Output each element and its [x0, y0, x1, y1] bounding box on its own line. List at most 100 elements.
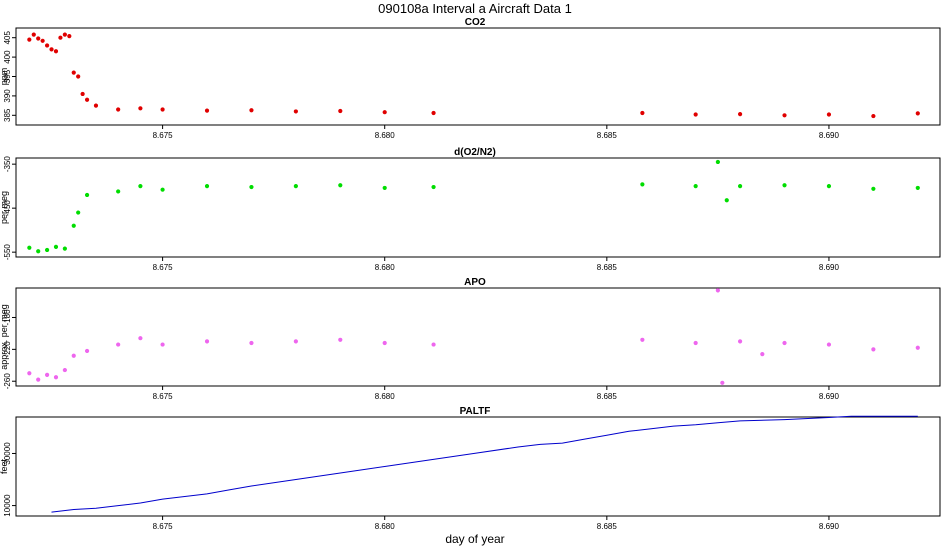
data-point — [431, 342, 436, 347]
panels: CO2 ppm 8.675 8.680 8.685 8.690 385 390 395 400 40… — [0, 17, 941, 531]
x-tick-label: 8.680 — [375, 263, 396, 272]
y-tick-label: 385 — [3, 108, 12, 122]
data-point — [80, 91, 85, 97]
data-point — [62, 367, 67, 373]
data-point — [782, 113, 787, 118]
x-tick-label: 8.685 — [597, 392, 618, 401]
data-point — [338, 337, 343, 342]
data-point — [40, 38, 45, 43]
data-point — [44, 43, 50, 48]
y-tick-label: -220 — [3, 341, 12, 358]
data-point — [71, 353, 76, 358]
y-tick-label: 30000 — [3, 442, 12, 465]
data-point — [293, 184, 298, 189]
data-point — [31, 32, 36, 37]
data-point — [693, 112, 698, 117]
data-point — [871, 113, 876, 119]
x-tick-label: 8.675 — [153, 131, 174, 140]
x-tick-label: 8.690 — [819, 263, 840, 272]
data-point — [431, 184, 436, 190]
data-point — [715, 159, 720, 165]
data-point — [382, 185, 387, 191]
data-point — [76, 210, 81, 215]
data-point — [826, 184, 832, 189]
data-point — [138, 336, 143, 341]
data-point — [160, 107, 165, 112]
data-point — [871, 347, 876, 352]
data-point — [724, 198, 729, 203]
data-point — [58, 35, 63, 40]
figure-title: 090108a Interval a Aircraft Data 1 — [378, 1, 572, 16]
data-point — [871, 186, 876, 191]
data-point — [116, 107, 121, 112]
x-tick-label: 8.675 — [153, 522, 174, 531]
data-point — [138, 106, 143, 111]
data-point — [760, 352, 765, 357]
data-point — [640, 337, 645, 342]
x-tick-label: 8.690 — [819, 522, 840, 531]
data-point — [27, 245, 32, 250]
plot-frame — [15, 157, 941, 258]
data-point — [138, 184, 143, 189]
y-axis-label: per meg — [0, 191, 9, 224]
data-point — [116, 342, 121, 347]
y-tick-label: -180 — [3, 309, 12, 326]
data-point — [84, 348, 90, 354]
data-point — [62, 32, 67, 37]
data-point — [693, 340, 698, 346]
data-point — [382, 340, 387, 346]
data-point — [826, 342, 832, 347]
x-tick-label: 8.690 — [819, 392, 840, 401]
data-point — [715, 288, 720, 293]
x-tick-label: 8.685 — [597, 131, 618, 140]
data-point — [27, 37, 32, 42]
data-point — [36, 36, 41, 41]
data-point — [84, 97, 90, 102]
data-point — [116, 189, 121, 194]
data-point — [36, 249, 41, 254]
data-point — [204, 339, 210, 344]
x-tick-label: 8.680 — [375, 522, 396, 531]
panel-3: PALTF feet 8.675 8.680 8.685 8.690 10000 30000 — [0, 406, 941, 531]
panel-title: d(O2/N2) — [454, 147, 496, 158]
y-axis-label: ppm — [0, 68, 9, 86]
data-point — [53, 375, 59, 380]
data-point — [431, 110, 436, 116]
data-point — [249, 108, 254, 113]
panel-title: APO — [464, 277, 486, 288]
data-point — [782, 340, 787, 346]
x-tick-label: 8.680 — [375, 131, 396, 140]
data-point — [693, 184, 698, 189]
x-tick-label: 8.685 — [597, 522, 618, 531]
data-point — [44, 372, 50, 377]
y-tick-label: 395 — [3, 69, 12, 83]
data-point — [53, 49, 59, 54]
panel-title: PALTF — [460, 406, 491, 417]
y-tick-label: -260 — [3, 373, 12, 390]
data-point — [915, 345, 920, 350]
plot-frame — [15, 27, 941, 126]
data-point — [293, 109, 298, 114]
data-point — [737, 184, 743, 189]
data-point — [204, 184, 210, 189]
data-point — [737, 339, 743, 344]
data-point — [36, 377, 41, 382]
data-point — [49, 47, 54, 52]
data-point — [382, 110, 387, 115]
data-point — [160, 342, 165, 347]
data-point — [293, 339, 298, 344]
y-tick-label: 10000 — [3, 494, 12, 517]
x-tick-label: 8.690 — [819, 131, 840, 140]
data-point — [737, 112, 743, 117]
y-tick-label: 390 — [3, 89, 12, 103]
y-tick-label: -350 — [3, 156, 12, 173]
data-point — [62, 246, 67, 251]
data-point — [204, 108, 210, 113]
data-point — [826, 112, 832, 117]
y-tick-label: 400 — [3, 50, 12, 64]
data-point — [640, 182, 645, 187]
panel-title: CO2 — [465, 17, 486, 28]
plot-frame — [15, 287, 941, 387]
y-tick-label: -550 — [3, 244, 12, 261]
